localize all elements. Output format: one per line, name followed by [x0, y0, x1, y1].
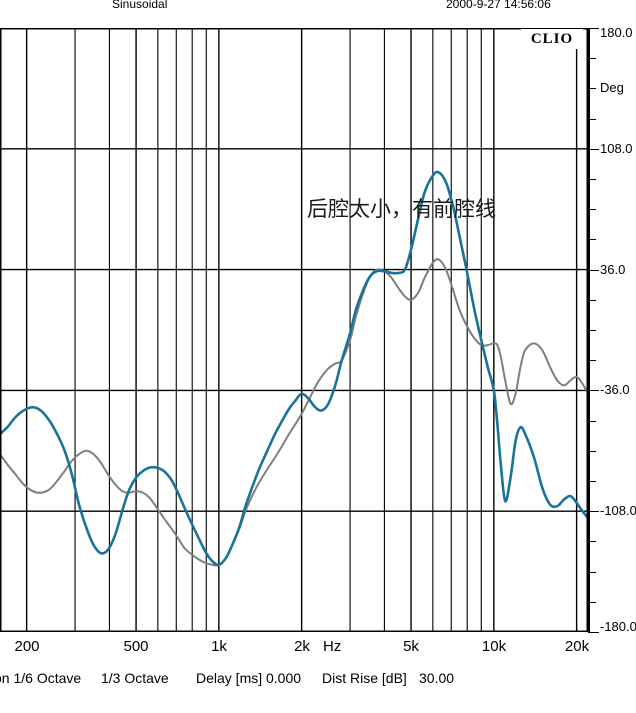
- y-axis-minor-tick: [588, 481, 596, 482]
- chart-annotation-text: 后腔太小，有前腔线: [307, 197, 496, 221]
- y-axis-minor-tick: [588, 330, 596, 331]
- status-dist-rise-value[interactable]: 30.00: [419, 670, 455, 686]
- y-axis-minor-tick: [588, 572, 596, 573]
- x-axis-label: 200: [14, 638, 40, 655]
- status-octave[interactable]: 1/3 Octave: [101, 670, 169, 686]
- vertical-gridlines: [25, 28, 578, 632]
- y-axis-minor-tick: [588, 239, 596, 240]
- y-axis-label: -36.0: [600, 382, 630, 397]
- y-axis-minor-tick: [588, 179, 596, 180]
- y-axis-major-tick: [588, 270, 599, 271]
- phase-chart: [0, 28, 588, 632]
- x-axis-label: 500: [123, 638, 149, 655]
- x-axis-label: 2k: [294, 638, 310, 655]
- y-axis-minor-tick: [588, 300, 596, 301]
- phase-chart-svg: [0, 28, 588, 632]
- x-axis-tick-labels: 200 500 1k 2k 5k 10k 20k Hz: [0, 638, 636, 660]
- y-axis-label: 108.0: [600, 141, 633, 156]
- x-axis-label: 5k: [403, 638, 419, 655]
- y-axis-major-tick: [588, 632, 599, 633]
- status-dist-rise-label: Dist Rise [dB]: [322, 670, 407, 686]
- y-axis-minor-tick: [588, 421, 596, 422]
- y-axis-major-tick: [588, 149, 599, 150]
- horizontal-gridlines: [0, 148, 588, 512]
- y-axis-unit-label: Deg: [600, 80, 624, 95]
- y-axis-minor-tick: [588, 88, 596, 89]
- y-axis-major-tick: [588, 511, 599, 512]
- y-axis-label: 36.0: [600, 262, 626, 277]
- x-axis-label: 10k: [481, 638, 507, 655]
- measurement-datetime-label: 2000-9-27 14:56:06: [446, 0, 551, 11]
- y-axis-minor-tick: [588, 360, 596, 361]
- chart-border: [0, 28, 588, 632]
- chart-background: [0, 28, 588, 632]
- y-axis-label: -108.0: [600, 503, 636, 518]
- y-axis-minor-tick: [588, 541, 596, 542]
- y-axis-label: 180.0: [600, 25, 633, 40]
- y-axis-label: -180.0: [600, 619, 636, 634]
- y-axis-minor-tick: [588, 119, 596, 120]
- x-axis-label: 20k: [564, 638, 590, 655]
- x-axis-unit-label: Hz: [323, 638, 342, 655]
- data-curves: [0, 170, 588, 567]
- y-axis-minor-tick: [588, 451, 596, 452]
- y-axis-major-tick: [588, 28, 599, 29]
- measurement-mode-label: Sinusoidal: [112, 0, 168, 11]
- clio-logo: CLIO: [521, 29, 583, 49]
- status-delay-value[interactable]: 0.000: [266, 670, 302, 686]
- x-axis-label: 1k: [211, 638, 227, 655]
- status-bar: on 1/6 Octave 1/3 Octave Delay [ms] 0.00…: [0, 668, 636, 690]
- y-axis: 180.0 108.0 36.0 -36.0 -108.0 -180.0 Deg: [588, 25, 636, 634]
- status-delay-label: Delay [ms]: [196, 670, 263, 686]
- y-axis-minor-tick: [588, 602, 596, 603]
- y-axis-minor-tick: [588, 209, 596, 210]
- status-smoothing[interactable]: on 1/6 Octave: [0, 670, 82, 686]
- y-axis-minor-tick: [588, 58, 596, 59]
- y-axis-major-tick: [588, 390, 599, 391]
